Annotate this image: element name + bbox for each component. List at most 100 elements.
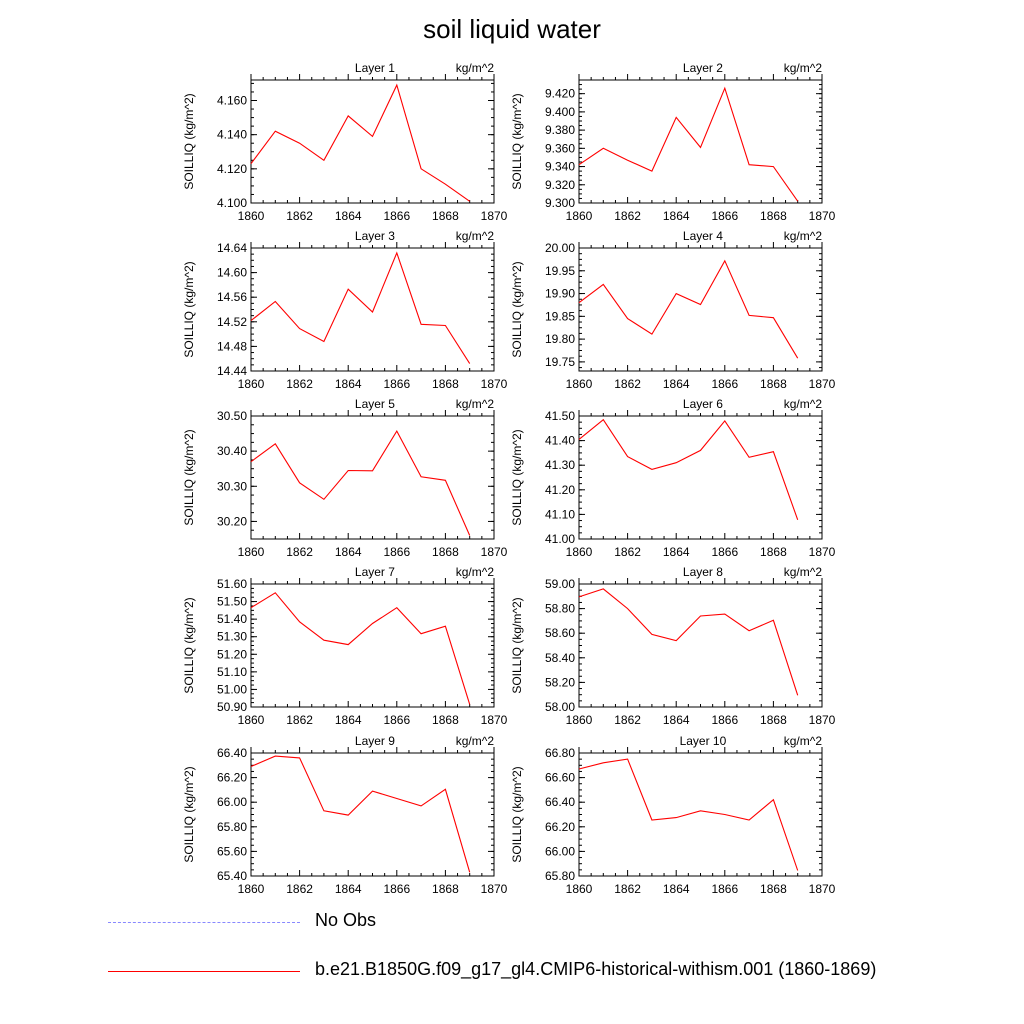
y-tick-label: 65.80: [217, 820, 247, 834]
y-tick-label: 51.20: [217, 647, 247, 661]
plot-frame: [250, 79, 495, 204]
x-tick-label: 1862: [614, 545, 641, 559]
x-tick-label: 1860: [238, 545, 265, 559]
panel-layer-4: 1860 1862 1864 1866 1868 1870 19.75 19.80 19.85 1…: [510, 229, 836, 391]
panel-layer-6: 1860 1862 1864 1866 1868 1870 41.00 41.10 41.20 4…: [510, 397, 836, 559]
panel-units: kg/m^2: [784, 734, 823, 748]
y-tick-label: 30.40: [217, 444, 247, 458]
panel-title: Layer 4: [683, 229, 723, 243]
panel-units: kg/m^2: [784, 229, 823, 243]
x-tick-label: 1870: [809, 713, 836, 727]
y-tick-label: 4.100: [217, 196, 247, 210]
y-tick-label: 65.80: [545, 869, 575, 883]
y-tick-label: 66.00: [545, 844, 575, 858]
x-tick-label: 1866: [383, 209, 410, 223]
x-tick-label: 1870: [481, 882, 508, 896]
x-tick-label: 1868: [432, 882, 459, 896]
y-tick-label: 66.60: [545, 771, 575, 785]
y-axis-label: SOILLIQ (kg/m^2): [182, 597, 196, 693]
y-tick-label: 4.120: [217, 162, 247, 176]
y-tick-label: 30.30: [217, 479, 247, 493]
y-tick-label: 51.00: [217, 682, 247, 696]
x-tick-label: 1860: [566, 377, 593, 391]
y-tick-label: 9.360: [545, 141, 575, 155]
x-tick-label: 1862: [286, 545, 313, 559]
x-tick-label: 1868: [432, 545, 459, 559]
plot-frame: [250, 247, 495, 372]
x-tick-label: 1868: [760, 209, 787, 223]
x-tick-label: 1866: [383, 882, 410, 896]
panel-title: Layer 6: [683, 397, 723, 411]
x-tick-label: 1868: [760, 713, 787, 727]
x-tick-label: 1864: [335, 882, 362, 896]
y-tick-label: 41.40: [545, 434, 575, 448]
x-tick-label: 1870: [809, 377, 836, 391]
x-tick-label: 1864: [663, 209, 690, 223]
y-tick-label: 51.10: [217, 665, 247, 679]
y-tick-label: 50.90: [217, 700, 247, 714]
panel-layer-3: 1860 1862 1864 1866 1868 1870 14.44 14.48 14.52 1…: [182, 229, 508, 391]
x-tick-label: 1870: [481, 209, 508, 223]
y-tick-label: 14.64: [217, 241, 247, 255]
panel-layer-5: 1860 1862 1864 1866 1868 1870 30.20 30.30 30.40 3…: [182, 397, 508, 559]
series-line: [250, 83, 471, 202]
y-tick-label: 14.44: [217, 364, 247, 378]
panel-title: Layer 3: [355, 229, 395, 243]
x-tick-label: 1860: [238, 209, 265, 223]
y-tick-label: 9.320: [545, 178, 575, 192]
y-tick-label: 58.00: [545, 700, 575, 714]
panel-layer-10: 1860 1862 1864 1866 1868 1870 65.80 66.00 66.20 6…: [510, 734, 836, 896]
y-tick-label: 19.80: [545, 332, 575, 346]
x-tick-label: 1862: [286, 882, 313, 896]
y-tick-label: 51.50: [217, 595, 247, 609]
x-tick-label: 1870: [481, 713, 508, 727]
x-tick-label: 1860: [238, 713, 265, 727]
plot-frame: [250, 583, 495, 708]
plot-frame: [578, 415, 823, 540]
y-tick-label: 30.20: [217, 514, 247, 528]
x-tick-label: 1864: [663, 377, 690, 391]
panel-layer-7: 1860 1862 1864 1866 1868 1870 50.90 51.00 51.10 5…: [182, 565, 508, 727]
x-tick-label: 1864: [335, 209, 362, 223]
panel-units: kg/m^2: [456, 229, 495, 243]
y-tick-label: 66.80: [545, 746, 575, 760]
x-tick-label: 1868: [432, 209, 459, 223]
plot-frame: [578, 247, 823, 372]
x-tick-label: 1860: [566, 713, 593, 727]
plot-frame: [250, 752, 495, 877]
y-tick-label: 65.40: [217, 869, 247, 883]
chart-title: soil liquid water: [423, 14, 601, 44]
y-tick-label: 9.400: [545, 105, 575, 119]
y-tick-label: 58.40: [545, 651, 575, 665]
y-tick-label: 4.160: [217, 94, 247, 108]
y-tick-label: 14.52: [217, 315, 247, 329]
x-tick-label: 1870: [809, 209, 836, 223]
y-tick-label: 59.00: [545, 577, 575, 591]
x-tick-label: 1862: [614, 713, 641, 727]
x-tick-label: 1862: [614, 377, 641, 391]
y-tick-label: 9.420: [545, 87, 575, 101]
y-tick-label: 58.20: [545, 675, 575, 689]
y-axis-label: SOILLIQ (kg/m^2): [510, 93, 524, 189]
y-tick-label: 19.75: [545, 355, 575, 369]
y-tick-label: 58.60: [545, 626, 575, 640]
x-tick-label: 1860: [566, 209, 593, 223]
legend-swatch-solid: [108, 971, 300, 972]
series-line: [578, 86, 799, 202]
panel-units: kg/m^2: [456, 565, 495, 579]
x-tick-label: 1868: [760, 545, 787, 559]
panel-title: Layer 10: [680, 734, 727, 748]
y-tick-label: 20.00: [545, 241, 575, 255]
panel-title: Layer 2: [683, 61, 723, 75]
x-tick-label: 1862: [286, 713, 313, 727]
x-tick-label: 1864: [663, 545, 690, 559]
y-axis-label: SOILLIQ (kg/m^2): [510, 766, 524, 862]
x-tick-label: 1864: [335, 713, 362, 727]
x-tick-label: 1870: [481, 377, 508, 391]
panel-layer-8: 1860 1862 1864 1866 1868 1870 58.00 58.20 58.40 5…: [510, 565, 836, 727]
x-tick-label: 1862: [286, 377, 313, 391]
y-tick-label: 14.60: [217, 266, 247, 280]
legend-label: No Obs: [315, 910, 377, 930]
panel-title: Layer 1: [355, 61, 395, 75]
